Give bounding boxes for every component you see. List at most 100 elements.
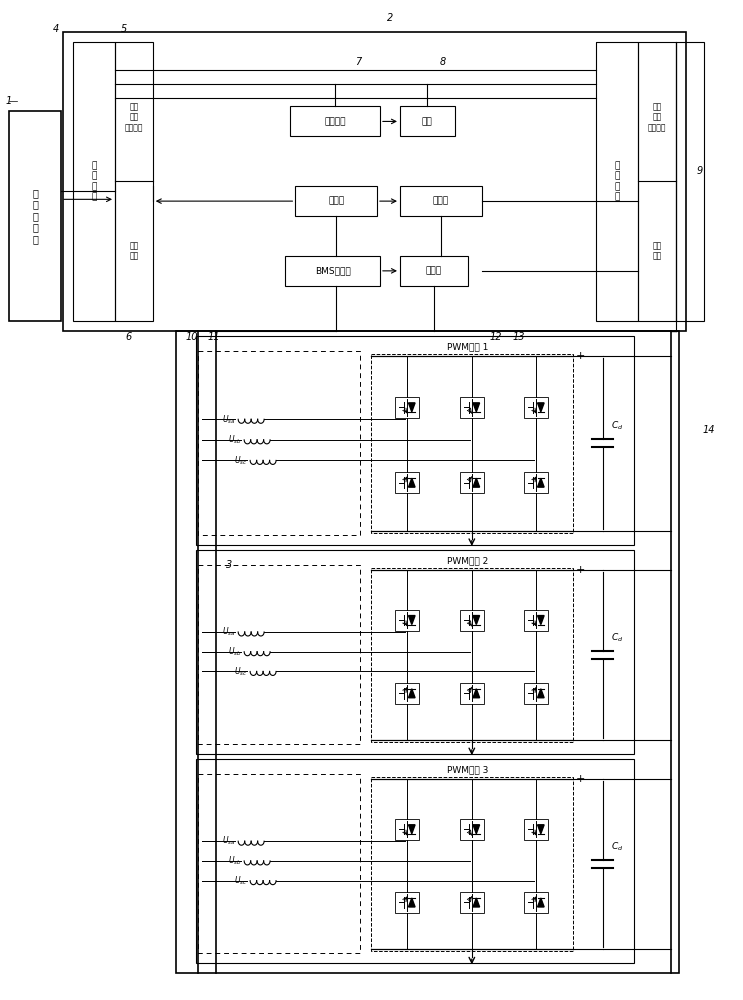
Text: $U_{sa}$: $U_{sa}$ (222, 626, 236, 638)
Text: 11: 11 (207, 332, 220, 342)
Text: $U_{sb}$: $U_{sb}$ (227, 645, 241, 658)
Bar (395, 397, 419, 418)
Bar (460, 819, 484, 840)
Text: $U_{sc}$: $U_{sc}$ (234, 665, 247, 678)
Text: -: - (576, 735, 579, 745)
Text: PWM整流 2: PWM整流 2 (447, 556, 488, 565)
Polygon shape (537, 825, 544, 834)
Polygon shape (409, 616, 415, 625)
Bar (525, 892, 548, 913)
Text: $U_{sc}$: $U_{sc}$ (234, 454, 247, 467)
Bar (285, 256, 380, 286)
Bar (460, 397, 484, 418)
Text: 5: 5 (121, 24, 127, 34)
Polygon shape (473, 616, 479, 625)
Text: +: + (576, 351, 585, 361)
Text: $C_d$: $C_d$ (611, 631, 623, 644)
Text: $U_{sc}$: $U_{sc}$ (234, 874, 247, 887)
Text: PWM整流 3: PWM整流 3 (447, 765, 488, 774)
Polygon shape (409, 689, 415, 698)
Bar (676, 42, 704, 321)
Text: 13: 13 (513, 332, 525, 342)
Polygon shape (537, 689, 544, 698)
Bar (291, 106, 380, 136)
Text: $C_d$: $C_d$ (611, 840, 623, 853)
Bar (596, 42, 638, 321)
Bar (400, 106, 455, 136)
Polygon shape (473, 478, 479, 487)
Text: 工控机: 工控机 (426, 266, 442, 275)
Text: 12: 12 (490, 332, 502, 342)
Text: PWM整流 1: PWM整流 1 (447, 342, 488, 351)
Text: 充电
抢接
口（二）: 充电 抢接 口（二） (648, 102, 666, 132)
Bar (10, 111, 61, 321)
Text: 辅
助
电
源: 辅 助 电 源 (91, 161, 97, 201)
Text: 6: 6 (125, 332, 132, 342)
Bar (63, 32, 686, 331)
Text: $U_{sb}$: $U_{sb}$ (227, 434, 241, 446)
Text: 1: 1 (5, 96, 12, 106)
Bar (176, 331, 679, 973)
Bar (400, 256, 467, 286)
Polygon shape (537, 478, 544, 487)
Text: BMS模拟器: BMS模拟器 (315, 266, 351, 275)
Bar (638, 42, 676, 321)
Text: 前端板: 前端板 (328, 197, 344, 206)
Bar (115, 42, 153, 321)
Text: 充电
通道: 充电 通道 (129, 241, 138, 261)
Bar (198, 351, 360, 535)
Bar (371, 568, 573, 742)
Bar (195, 759, 634, 963)
Polygon shape (409, 825, 415, 834)
Bar (395, 892, 419, 913)
Bar (371, 354, 573, 533)
Polygon shape (537, 403, 544, 412)
Text: 充电
通道: 充电 通道 (652, 241, 661, 261)
Text: $U_{sb}$: $U_{sb}$ (227, 855, 241, 867)
Text: $U_{sa}$: $U_{sa}$ (222, 413, 236, 426)
Text: $C_d$: $C_d$ (611, 419, 623, 432)
Text: 7: 7 (355, 57, 361, 67)
Text: 电源管理: 电源管理 (325, 117, 346, 126)
Text: 3: 3 (226, 560, 232, 570)
Text: 2: 2 (387, 13, 393, 23)
Bar (460, 472, 484, 493)
Bar (198, 774, 360, 953)
Text: 充电
抢接
口（进）: 充电 抢接 口（进） (125, 102, 143, 132)
Text: +: + (576, 565, 585, 575)
Bar (195, 336, 634, 545)
Polygon shape (473, 403, 479, 412)
Text: 10: 10 (186, 332, 198, 342)
Polygon shape (537, 616, 544, 625)
Bar (525, 819, 548, 840)
Text: +: + (576, 774, 585, 784)
Bar (295, 186, 377, 216)
Polygon shape (409, 898, 415, 907)
Text: 采样板: 采样板 (432, 197, 449, 206)
Bar (395, 683, 419, 704)
Bar (525, 472, 548, 493)
Text: 辅
助
电
源: 辅 助 电 源 (614, 161, 620, 201)
Bar (460, 610, 484, 631)
Bar (525, 397, 548, 418)
Text: 14: 14 (703, 425, 716, 435)
Text: 直
流
充
电
柱: 直 流 充 电 柱 (33, 188, 38, 244)
Bar (371, 777, 573, 951)
Bar (460, 892, 484, 913)
Polygon shape (473, 825, 479, 834)
Text: $U_{sa}$: $U_{sa}$ (222, 835, 236, 847)
Polygon shape (473, 898, 479, 907)
Bar (460, 683, 484, 704)
Polygon shape (409, 403, 415, 412)
Polygon shape (409, 478, 415, 487)
Bar (400, 186, 481, 216)
Bar (395, 472, 419, 493)
Polygon shape (473, 689, 479, 698)
Text: 9: 9 (697, 166, 703, 176)
Text: 8: 8 (440, 57, 446, 67)
Text: 电池: 电池 (422, 117, 432, 126)
Bar (395, 610, 419, 631)
Bar (525, 610, 548, 631)
Text: -: - (576, 526, 579, 536)
Bar (198, 565, 360, 744)
